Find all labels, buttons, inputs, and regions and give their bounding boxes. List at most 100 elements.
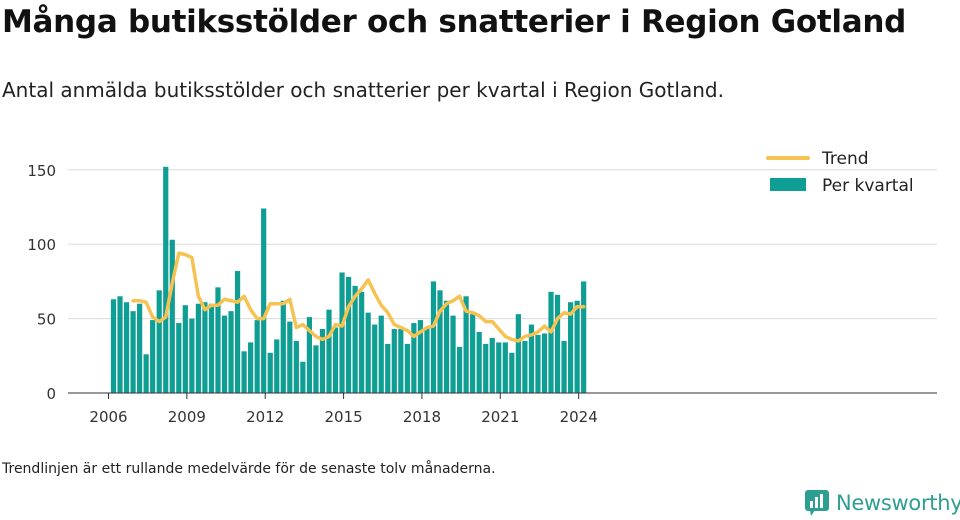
bar	[378, 315, 384, 393]
bar	[535, 334, 541, 393]
bar	[234, 270, 241, 393]
bar	[137, 303, 143, 393]
y-axis: 0 50 100 150	[27, 162, 56, 403]
bar	[385, 343, 391, 393]
bar	[274, 339, 280, 393]
bar	[215, 287, 221, 393]
bar	[267, 352, 273, 393]
bar	[241, 351, 247, 393]
bar	[332, 327, 339, 393]
bar	[123, 302, 130, 393]
bar	[417, 320, 424, 393]
footnote: Trendlinjen är ett rullande medelvärde f…	[2, 461, 496, 477]
bar	[110, 299, 117, 393]
bar	[476, 331, 482, 393]
bar	[509, 352, 515, 393]
bar	[352, 285, 358, 393]
bar	[515, 314, 521, 393]
bar	[300, 361, 306, 393]
bar	[189, 318, 195, 393]
legend-trend-label: Trend	[821, 149, 869, 169]
bar	[489, 337, 495, 393]
bar	[411, 323, 417, 393]
x-tick-label: 2006	[89, 408, 127, 426]
bar	[169, 239, 175, 393]
bar	[456, 346, 463, 393]
bar	[463, 296, 469, 393]
x-axis: 2006 2009 2012 2015 2018 2021 2024	[68, 392, 937, 426]
bar	[313, 345, 319, 393]
bar	[541, 333, 548, 393]
bar	[117, 296, 123, 393]
bar	[554, 294, 561, 393]
bar	[443, 300, 450, 393]
newsworthy-logo[interactable]: Newsworthy	[804, 488, 960, 518]
bar	[208, 303, 215, 393]
bar	[437, 290, 443, 393]
bar	[182, 305, 188, 393]
bar	[581, 281, 587, 393]
bar	[143, 354, 149, 393]
y-tick-label: 50	[37, 311, 56, 329]
legend-bar-label: Per kvartal	[822, 176, 914, 196]
bar	[548, 291, 554, 393]
y-tick-label: 100	[27, 236, 56, 254]
trend-line	[131, 251, 586, 343]
trend-line-path	[131, 251, 586, 343]
bar	[195, 303, 201, 393]
x-tick-label: 2009	[168, 408, 206, 426]
bar	[450, 315, 456, 393]
bar	[372, 324, 378, 393]
x-tick-label: 2021	[481, 408, 519, 426]
chart-title: Många butiksstölder och snatterier i Reg…	[2, 4, 907, 40]
bar	[293, 340, 299, 393]
bar	[156, 290, 162, 393]
x-tick-label: 2018	[403, 408, 441, 426]
newsworthy-logo-icon	[805, 490, 829, 516]
bar	[228, 311, 234, 393]
bar	[561, 340, 567, 393]
bar	[528, 324, 535, 393]
bar	[568, 302, 574, 393]
bar	[502, 342, 508, 393]
bar	[522, 340, 528, 393]
bar	[202, 302, 208, 393]
bar	[574, 300, 580, 393]
y-tick-label: 0	[46, 385, 56, 403]
bar	[287, 321, 293, 393]
bar	[280, 300, 286, 393]
bar	[365, 312, 371, 393]
bar	[254, 320, 260, 393]
bar	[496, 342, 502, 393]
bar	[404, 343, 410, 393]
bar	[470, 314, 476, 393]
legend: Trend Per kvartal	[766, 149, 914, 196]
bar	[326, 309, 332, 393]
brand-name: Newsworthy	[836, 491, 960, 515]
x-tick-label: 2012	[246, 408, 284, 426]
bar	[176, 323, 182, 393]
y-tick-label: 150	[27, 162, 56, 180]
bar	[483, 343, 489, 393]
chart-subtitle: Antal anmälda butiksstölder och snatteri…	[2, 78, 724, 102]
bar	[430, 281, 437, 393]
x-tick-label: 2024	[560, 408, 598, 426]
bar	[398, 329, 404, 393]
bars-per-quarter	[110, 166, 587, 393]
bar	[130, 311, 136, 393]
bar	[306, 317, 312, 393]
bar	[150, 320, 156, 393]
bar-line-chart: 0 50 100 150 2006 2009 2012 2015 2018 2021 2024 T…	[27, 149, 937, 426]
bar	[424, 327, 430, 393]
bar	[359, 291, 365, 393]
bar	[319, 329, 326, 393]
bar	[339, 272, 345, 393]
x-tick-label: 2015	[324, 408, 362, 426]
bar	[248, 342, 254, 393]
bar	[391, 329, 397, 393]
bar	[345, 276, 352, 393]
bar	[163, 166, 169, 393]
bar	[261, 208, 267, 393]
bar	[221, 315, 228, 393]
legend-bar-swatch	[770, 178, 806, 191]
